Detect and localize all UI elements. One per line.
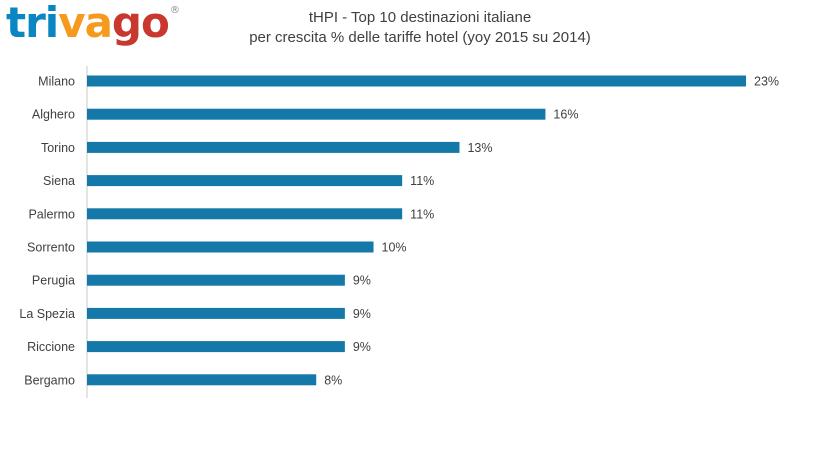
chart-subtitle: per crescita % delle tariffe hotel (yoy … — [249, 29, 591, 46]
category-label: Alghero — [32, 108, 75, 122]
bar — [87, 208, 403, 220]
data-label: 13% — [467, 141, 492, 155]
bar — [87, 374, 317, 386]
data-label: 9% — [353, 307, 371, 321]
trivago-logo: trivago® — [6, 0, 180, 47]
data-label: 9% — [353, 340, 371, 354]
logo-part-tri: tri — [6, 0, 59, 47]
category-label: Bergamo — [24, 373, 75, 387]
category-label: Siena — [43, 174, 75, 188]
data-label: 8% — [324, 373, 342, 387]
data-label: 23% — [754, 75, 779, 89]
bar — [87, 141, 460, 153]
category-label: Palermo — [28, 207, 75, 221]
data-label: 16% — [553, 108, 578, 122]
bar — [87, 75, 746, 87]
data-label: 11% — [410, 174, 434, 188]
category-label: Perugia — [32, 274, 75, 288]
data-label: 9% — [353, 274, 371, 288]
category-label: Torino — [41, 141, 75, 155]
category-label: Milano — [38, 75, 75, 89]
category-label: La Spezia — [19, 307, 75, 321]
logo-part-va: va — [58, 0, 113, 47]
bar — [87, 274, 345, 286]
bar — [87, 241, 374, 253]
category-label: Sorrento — [27, 241, 75, 255]
bar — [87, 108, 546, 120]
bar — [87, 175, 403, 187]
data-label: 10% — [382, 241, 407, 255]
bar — [87, 341, 345, 353]
logo-part-go: go — [111, 0, 170, 47]
bar — [87, 307, 345, 319]
chart-title: tHPI - Top 10 destinazioni italiane — [308, 9, 532, 26]
data-label: 11% — [410, 207, 434, 221]
chart-title-block: tHPI - Top 10 destinazioni italiane per … — [230, 8, 610, 48]
category-label: Riccione — [27, 340, 75, 354]
registered-mark: ® — [169, 5, 180, 16]
